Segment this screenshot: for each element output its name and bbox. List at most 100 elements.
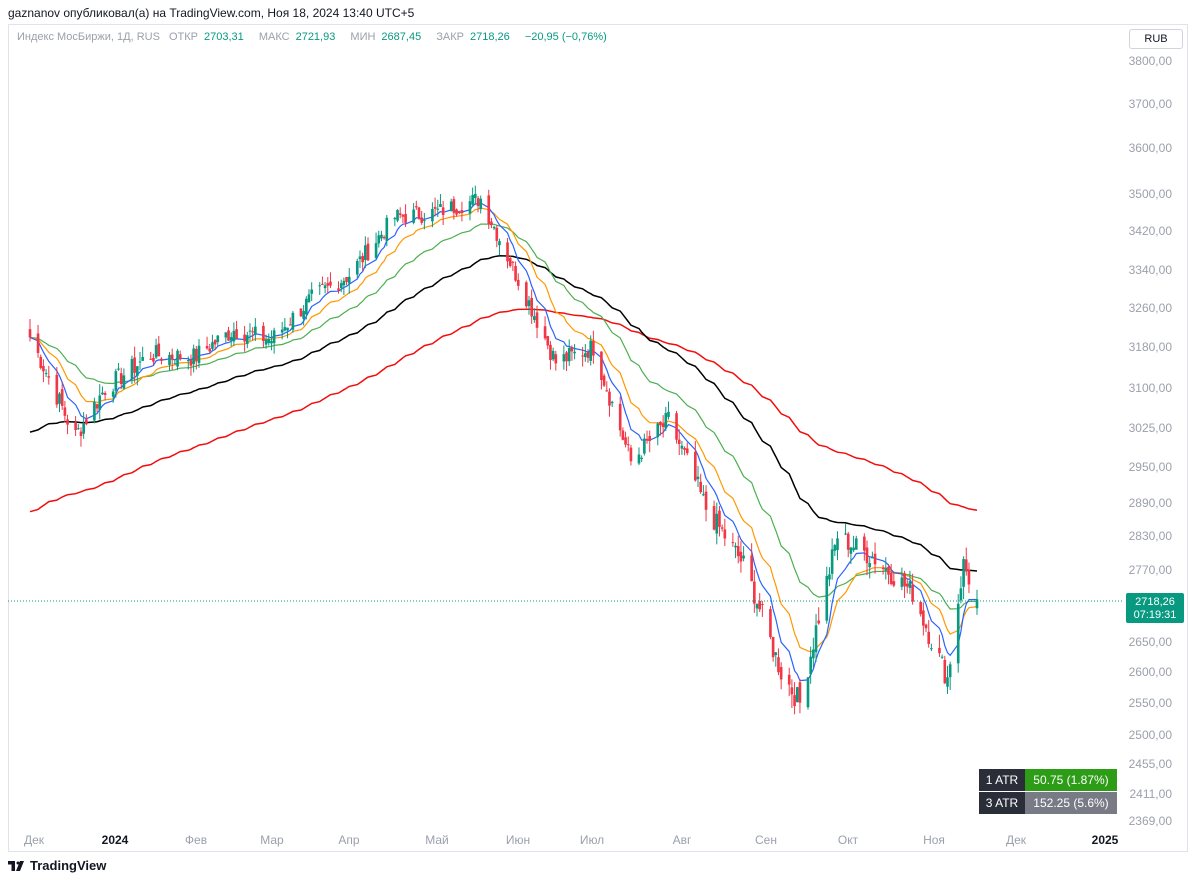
- open-value: 2703,31: [204, 31, 244, 43]
- candle-up: [474, 193, 477, 199]
- candle-down: [911, 584, 914, 602]
- symbol-info[interactable]: Индекс МосБиржи, 1Д, RUS: [17, 31, 160, 43]
- atr-row-1: 1 ATR 50.75 (1.87%): [979, 769, 1117, 791]
- candle-down: [753, 581, 756, 604]
- candle-down: [457, 212, 461, 214]
- candle-up: [248, 330, 252, 332]
- candle-down: [516, 279, 520, 286]
- candle-up: [358, 256, 362, 260]
- candle-down: [661, 423, 665, 427]
- candle-down: [693, 451, 697, 481]
- candle-down: [922, 610, 925, 626]
- candle-down: [345, 277, 348, 282]
- candle-down: [251, 331, 254, 333]
- candle-down: [873, 553, 877, 565]
- candle-down: [361, 255, 364, 263]
- candle-down: [704, 491, 708, 510]
- candle-up: [232, 330, 236, 342]
- candle-up: [154, 345, 158, 358]
- candle-down: [460, 210, 464, 214]
- currency-button[interactable]: RUB: [1129, 29, 1183, 49]
- candle-down: [887, 566, 890, 575]
- candle-down: [624, 437, 627, 445]
- candle-up: [884, 568, 888, 571]
- candle-up: [272, 330, 276, 344]
- candle-up: [948, 664, 952, 678]
- x-tick-label: Фев: [185, 833, 207, 847]
- candle-up: [551, 350, 555, 360]
- candle-down: [570, 347, 574, 352]
- candle-down: [495, 227, 499, 241]
- x-tick-label: Сен: [755, 833, 777, 847]
- candle-up: [825, 575, 829, 621]
- atr-3-value: 152.25 (5.6%): [1025, 792, 1117, 814]
- candle-up: [589, 340, 593, 361]
- candle-down: [329, 281, 332, 286]
- candle-up: [755, 603, 759, 609]
- candle-up: [975, 599, 979, 609]
- high-value: 2721,93: [295, 31, 336, 43]
- candle-up: [567, 348, 571, 362]
- candle-up: [374, 243, 378, 258]
- candle-down: [903, 573, 906, 587]
- candle-down: [55, 374, 59, 405]
- y-tick-label: 2950,00: [1129, 460, 1173, 474]
- candle-up: [117, 368, 120, 370]
- candle-up: [930, 648, 933, 650]
- candle-down: [326, 283, 330, 286]
- atr-table: 1 ATR 50.75 (1.87%) 3 ATR 152.25 (5.6%): [979, 769, 1117, 815]
- candle-down: [401, 214, 405, 217]
- x-tick-label: Мар: [260, 833, 284, 847]
- candle-up: [254, 326, 257, 335]
- y-tick-label: 2550,00: [1129, 696, 1173, 710]
- candle-down: [621, 430, 625, 440]
- candle-down: [758, 600, 762, 610]
- candle-up: [412, 209, 415, 223]
- candle-up: [956, 603, 960, 664]
- y-tick-label: 2650,00: [1129, 635, 1173, 649]
- x-tick-label: Май: [425, 833, 449, 847]
- candle-up: [830, 549, 834, 574]
- candle-down: [967, 569, 971, 585]
- y-tick-label: 3180,00: [1129, 340, 1173, 354]
- candle-down: [157, 343, 161, 357]
- candle-up: [664, 413, 668, 429]
- candle-up: [696, 476, 700, 480]
- x-tick-label: Дек: [1006, 833, 1027, 847]
- candle-up: [307, 294, 311, 303]
- y-tick-label: 3260,00: [1129, 301, 1173, 315]
- candle-up: [310, 289, 314, 294]
- candle-down: [288, 324, 292, 326]
- candle-down: [720, 527, 724, 529]
- candle-down: [892, 581, 896, 586]
- tradingview-brand: TradingView: [30, 858, 107, 873]
- candle-down: [85, 419, 88, 425]
- candle-down: [398, 213, 402, 215]
- candle-up: [610, 401, 614, 404]
- y-tick-label: 2369,00: [1129, 814, 1173, 828]
- candle-down: [524, 282, 528, 307]
- x-tick-label: Июл: [580, 833, 604, 847]
- y-tick-label: 2455,00: [1129, 757, 1173, 771]
- candle-up: [377, 235, 381, 244]
- candle-up: [868, 563, 872, 568]
- candle-up: [498, 241, 501, 246]
- tradingview-logo[interactable]: TradingView: [8, 858, 106, 873]
- candle-up: [908, 581, 912, 588]
- candle-up: [93, 401, 96, 421]
- candle-up: [393, 217, 397, 220]
- y-tick-label: 2600,00: [1129, 665, 1173, 679]
- candle-down: [299, 308, 303, 317]
- candle-down: [865, 547, 869, 564]
- ohlc-legend: Индекс МосБиржи, 1Д, RUS ОТКР 2703,31 МАК…: [17, 31, 613, 43]
- candle-up: [122, 375, 126, 389]
- y-tick-label: 2500,00: [1129, 728, 1173, 742]
- atr-row-3: 3 ATR 152.25 (5.6%): [979, 792, 1117, 814]
- candle-down: [731, 542, 735, 544]
- candle-down: [943, 659, 947, 684]
- candle-up: [318, 285, 322, 287]
- candle-up: [468, 201, 472, 214]
- candle-up: [715, 513, 719, 534]
- candle-down: [337, 288, 340, 291]
